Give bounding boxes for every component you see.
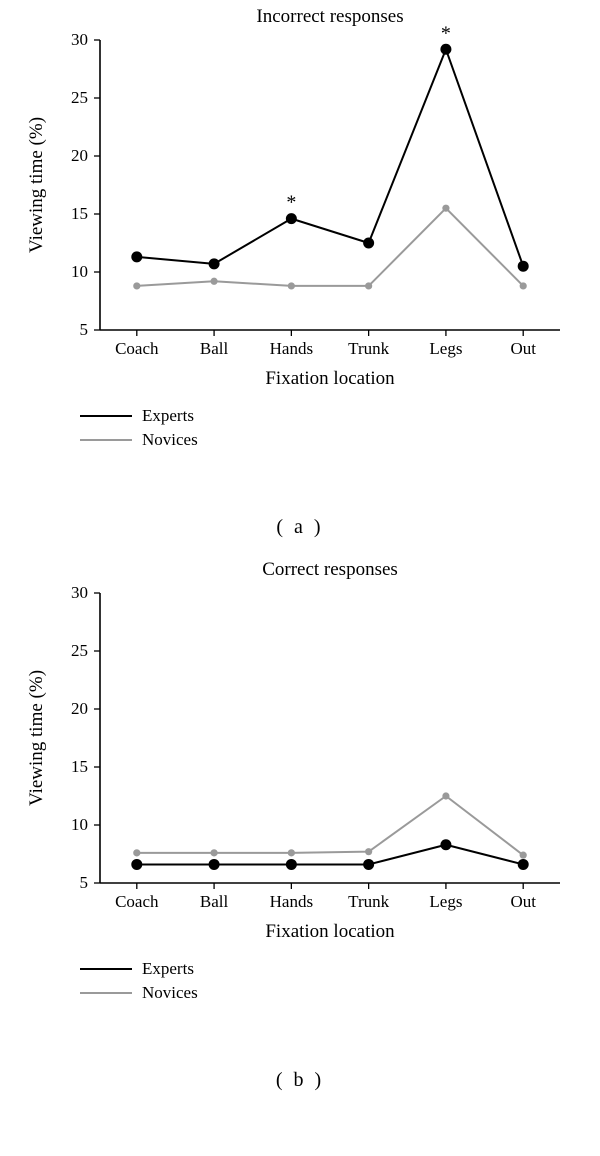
svg-text:Coach: Coach bbox=[115, 339, 159, 358]
svg-text:Legs: Legs bbox=[429, 892, 462, 911]
series-marker-experts bbox=[286, 859, 297, 870]
svg-text:Ball: Ball bbox=[200, 339, 229, 358]
svg-text:30: 30 bbox=[71, 30, 88, 49]
series-marker-novices bbox=[365, 282, 372, 289]
series-marker-novices bbox=[442, 792, 449, 799]
series-marker-experts bbox=[209, 258, 220, 269]
svg-text:30: 30 bbox=[71, 583, 88, 602]
series-marker-experts bbox=[131, 251, 142, 262]
series-marker-novices bbox=[520, 852, 527, 859]
series-marker-experts bbox=[440, 44, 451, 55]
series-marker-novices bbox=[288, 282, 295, 289]
svg-text:Coach: Coach bbox=[115, 892, 159, 911]
series-line-novices bbox=[137, 208, 523, 286]
series-marker-experts bbox=[363, 859, 374, 870]
series-marker-novices bbox=[133, 282, 140, 289]
figure: Incorrect responses 5 10 15 20 25 30 Coach Ball H… bbox=[0, 0, 600, 1106]
series-line-experts bbox=[137, 845, 523, 865]
y-axis-label: Viewing time (%) bbox=[26, 117, 47, 253]
svg-text:Trunk: Trunk bbox=[348, 892, 389, 911]
series-line-experts bbox=[137, 49, 523, 266]
svg-text:5: 5 bbox=[80, 873, 89, 892]
chart-title: Incorrect responses bbox=[256, 6, 403, 27]
svg-text:20: 20 bbox=[71, 146, 88, 165]
series-marker-novices bbox=[133, 849, 140, 856]
svg-text:25: 25 bbox=[71, 88, 88, 107]
panel-b-label: ( b ) bbox=[276, 1069, 324, 1092]
series-marker-experts bbox=[518, 859, 529, 870]
svg-text:Ball: Ball bbox=[200, 892, 229, 911]
panel-a-label: ( a ) bbox=[276, 516, 323, 539]
svg-text:Legs: Legs bbox=[429, 339, 462, 358]
series-line-novices bbox=[137, 796, 523, 855]
series-marker-novices bbox=[210, 278, 217, 285]
svg-text:Hands: Hands bbox=[270, 339, 313, 358]
series-marker-experts bbox=[131, 859, 142, 870]
sig-mark: * bbox=[286, 192, 296, 214]
svg-text:Out: Out bbox=[510, 892, 536, 911]
legend-label-experts: Experts bbox=[142, 406, 194, 425]
series-marker-novices bbox=[288, 849, 295, 856]
svg-text:10: 10 bbox=[71, 815, 88, 834]
series-marker-experts bbox=[363, 238, 374, 249]
svg-text:10: 10 bbox=[71, 262, 88, 281]
y-axis-label: Viewing time (%) bbox=[26, 670, 47, 806]
x-axis-label: Fixation location bbox=[265, 921, 395, 942]
chart-panel-b: Correct responses 5 10 15 20 25 30 Coach Ball Han… bbox=[0, 553, 600, 1063]
series-marker-experts bbox=[209, 859, 220, 870]
svg-text:15: 15 bbox=[71, 204, 88, 223]
series-marker-experts bbox=[518, 261, 529, 272]
chart-title: Correct responses bbox=[262, 559, 398, 580]
legend-label-novices: Novices bbox=[142, 430, 198, 449]
x-axis-label: Fixation location bbox=[265, 368, 395, 389]
series-marker-experts bbox=[440, 839, 451, 850]
series-marker-experts bbox=[286, 213, 297, 224]
series-marker-novices bbox=[442, 205, 449, 212]
series-marker-novices bbox=[210, 849, 217, 856]
series-marker-novices bbox=[520, 282, 527, 289]
chart-panel-a: Incorrect responses 5 10 15 20 25 30 Coach Ball H… bbox=[0, 0, 600, 510]
svg-text:15: 15 bbox=[71, 757, 88, 776]
legend-label-novices: Novices bbox=[142, 983, 198, 1002]
svg-text:25: 25 bbox=[71, 641, 88, 660]
svg-text:Out: Out bbox=[510, 339, 536, 358]
sig-mark: * bbox=[441, 22, 451, 44]
series-marker-novices bbox=[365, 848, 372, 855]
svg-text:Hands: Hands bbox=[270, 892, 313, 911]
svg-text:5: 5 bbox=[80, 320, 89, 339]
svg-text:20: 20 bbox=[71, 699, 88, 718]
svg-text:Trunk: Trunk bbox=[348, 339, 389, 358]
legend-label-experts: Experts bbox=[142, 959, 194, 978]
